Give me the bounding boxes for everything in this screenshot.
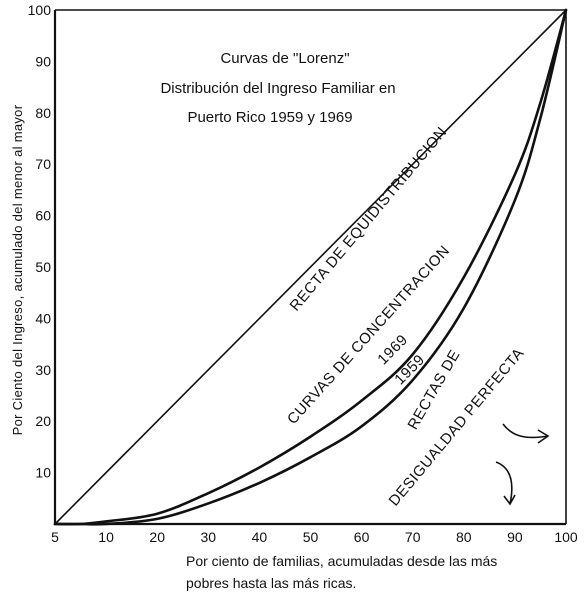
y-tick-label: 90 bbox=[35, 53, 51, 69]
x-tick-label: 5 bbox=[51, 529, 59, 545]
y-tick-label: 30 bbox=[35, 362, 51, 378]
y-tick-label: 10 bbox=[35, 465, 51, 481]
x-tick-label: 20 bbox=[149, 529, 165, 545]
x-tick-label: 50 bbox=[303, 529, 319, 545]
y-tick-label: 100 bbox=[28, 2, 52, 18]
x-axis-label-line-1: Por ciento de familias, acumuladas desde… bbox=[186, 553, 497, 569]
arrow-down-icon bbox=[495, 461, 516, 506]
equidistribution-label: RECTA DE EQUIDISTRIBUCION bbox=[287, 124, 451, 315]
y-tick-label: 20 bbox=[35, 413, 51, 429]
y-tick-label: 60 bbox=[35, 208, 51, 224]
x-tick-label: 30 bbox=[201, 529, 217, 545]
y-tick-label: 50 bbox=[35, 259, 51, 275]
x-tick-label: 90 bbox=[507, 529, 523, 545]
x-axis-label-line-2: pobres hasta las más ricas. bbox=[186, 575, 356, 591]
arrow-right-icon bbox=[502, 423, 550, 444]
x-tick-label: 100 bbox=[554, 529, 578, 545]
x-tick-label: 70 bbox=[405, 529, 421, 545]
y-tick-label: 40 bbox=[35, 310, 51, 326]
y-tick-label: 80 bbox=[35, 105, 51, 121]
y-tick-labels: 10 20 30 40 50 60 70 80 90 100 bbox=[28, 2, 52, 481]
equidistribution-line bbox=[54, 9, 567, 525]
chart-title-line-1: Curvas de "Lorenz" bbox=[220, 50, 349, 67]
y-tick-label: 70 bbox=[35, 156, 51, 172]
chart-title-line-2: Distribución del Ingreso Familiar en bbox=[160, 80, 395, 97]
chart-title-line-3: Puerto Rico 1959 y 1969 bbox=[187, 109, 352, 126]
x-tick-label: 40 bbox=[252, 529, 268, 545]
y-axis-label: Por Ciento del Ingreso, acumulado del me… bbox=[10, 104, 25, 435]
lorenz-curve-1969 bbox=[53, 8, 568, 526]
x-tick-label: 60 bbox=[354, 529, 370, 545]
x-tick-label: 10 bbox=[98, 529, 114, 545]
series-lines bbox=[53, 8, 568, 526]
lorenz-curve-1959 bbox=[53, 8, 568, 526]
x-tick-label: 80 bbox=[456, 529, 472, 545]
x-tick-labels: 5 10 20 30 40 50 60 70 80 90 100 bbox=[51, 529, 578, 545]
